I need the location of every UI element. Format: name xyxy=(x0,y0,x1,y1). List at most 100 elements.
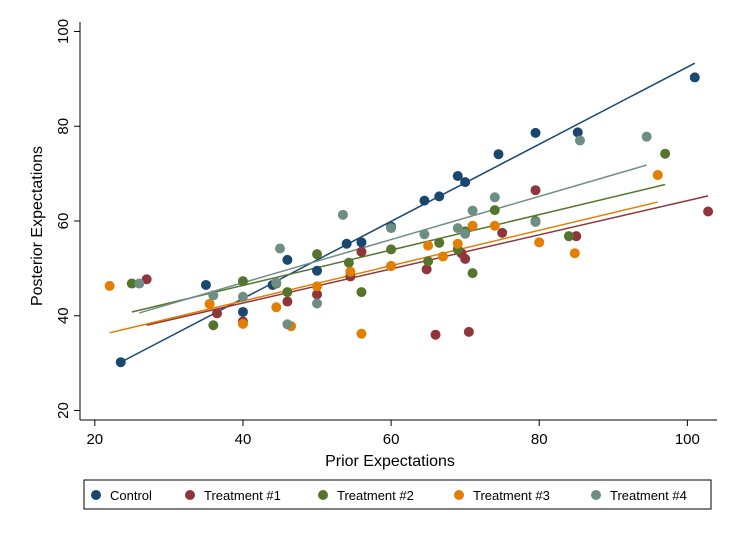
data-point xyxy=(434,191,445,202)
data-point xyxy=(134,278,145,289)
data-point xyxy=(467,205,478,216)
data-point xyxy=(271,277,282,288)
data-point xyxy=(571,231,582,242)
data-point xyxy=(274,243,285,254)
data-point xyxy=(356,287,367,298)
data-point xyxy=(337,209,348,220)
data-point xyxy=(467,220,478,231)
data-point xyxy=(341,238,352,249)
data-point xyxy=(115,357,126,368)
x-tick-label: 60 xyxy=(383,431,400,448)
data-point xyxy=(460,177,471,188)
data-point xyxy=(489,205,500,216)
legend-label: Treatment #4 xyxy=(610,488,687,503)
data-point xyxy=(312,281,323,292)
data-point xyxy=(200,279,211,290)
data-point xyxy=(460,253,471,264)
data-point xyxy=(493,149,504,160)
data-point xyxy=(343,257,354,268)
data-point xyxy=(141,274,152,285)
data-point xyxy=(282,319,293,330)
data-point xyxy=(452,238,463,249)
data-point xyxy=(641,131,652,142)
data-point xyxy=(237,318,248,329)
data-point xyxy=(423,240,434,251)
y-tick-label: 20 xyxy=(55,402,72,419)
data-point xyxy=(652,170,663,181)
data-point xyxy=(345,266,356,277)
data-point xyxy=(467,268,478,279)
data-point xyxy=(208,320,219,331)
legend-label: Treatment #1 xyxy=(204,488,281,503)
data-point xyxy=(497,227,508,238)
data-point xyxy=(463,326,474,337)
data-point xyxy=(489,192,500,203)
y-tick-label: 80 xyxy=(55,118,72,135)
data-point xyxy=(703,206,714,217)
data-point xyxy=(421,264,432,275)
data-point xyxy=(419,229,430,240)
data-point xyxy=(689,72,700,83)
legend-marker xyxy=(185,490,195,500)
plot-area xyxy=(104,62,714,368)
data-point xyxy=(356,328,367,339)
data-point xyxy=(312,249,323,260)
data-point xyxy=(237,291,248,302)
legend-label: Control xyxy=(110,488,152,503)
data-point xyxy=(569,248,580,259)
data-point xyxy=(530,185,541,196)
data-point xyxy=(530,127,541,138)
legend-label: Treatment #3 xyxy=(473,488,550,503)
legend-marker xyxy=(91,490,101,500)
axes: 20 40 60 80 100 20 40 60 80 100 xyxy=(55,19,717,448)
legend-marker xyxy=(454,490,464,500)
data-point xyxy=(237,276,248,287)
data-point xyxy=(530,216,541,227)
data-point xyxy=(437,251,448,262)
data-point xyxy=(104,280,115,291)
data-point xyxy=(356,246,367,257)
legend-marker xyxy=(591,490,601,500)
data-point xyxy=(312,298,323,309)
fit-line xyxy=(131,183,666,313)
data-point xyxy=(423,256,434,267)
data-point xyxy=(660,148,671,159)
data-point xyxy=(282,287,293,298)
data-point xyxy=(430,329,441,340)
data-point xyxy=(386,261,397,272)
data-point xyxy=(452,170,463,181)
fit-line xyxy=(139,164,647,314)
x-tick-label: 20 xyxy=(86,431,103,448)
data-point xyxy=(312,289,323,300)
y-axis-title: Posterior Expectations xyxy=(29,146,46,306)
data-point xyxy=(534,237,545,248)
y-tick-label: 100 xyxy=(55,19,72,44)
fit-line xyxy=(109,201,658,334)
legend-marker xyxy=(318,490,328,500)
data-point xyxy=(212,308,223,319)
data-point xyxy=(356,237,367,248)
data-point xyxy=(271,302,282,313)
data-point xyxy=(312,265,323,276)
x-tick-label: 80 xyxy=(531,431,548,448)
legend-label: Treatment #2 xyxy=(337,488,414,503)
legend: Control Treatment #1 Treatment #2 Treatment… xyxy=(83,479,712,510)
data-point xyxy=(489,220,500,231)
data-point xyxy=(452,223,463,234)
data-point xyxy=(563,231,574,242)
data-point xyxy=(208,290,219,301)
y-tick-label: 60 xyxy=(55,213,72,230)
data-point xyxy=(282,254,293,265)
data-point xyxy=(574,135,585,146)
x-tick-label: 100 xyxy=(675,431,700,448)
x-tick-label: 40 xyxy=(235,431,252,448)
data-point xyxy=(386,244,397,255)
x-axis-title: Prior Expectations xyxy=(325,453,455,470)
y-tick-label: 40 xyxy=(55,307,72,324)
data-point xyxy=(282,296,293,307)
data-point xyxy=(460,228,471,239)
data-point xyxy=(126,278,137,289)
data-point xyxy=(572,127,583,138)
